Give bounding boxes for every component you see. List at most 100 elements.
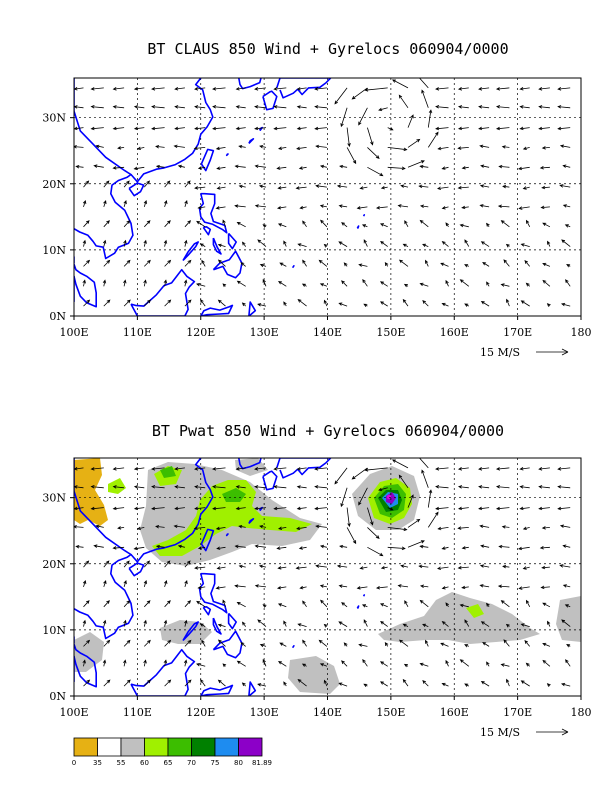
panel2-title: BT Pwat 850 Wind + Gyrelocs 060904/0000 [152,422,504,440]
wind-vector [238,525,246,529]
wind-vector [315,524,327,529]
wind-vector [259,643,267,648]
wind-vector [201,259,206,267]
wind-vector [387,127,394,131]
wind-vector [296,87,307,91]
wind-vector [262,604,267,608]
wind-vector [174,485,185,489]
x-tick-label: 140E [313,326,342,339]
wind-vector [561,619,571,627]
wind-vector [498,544,510,549]
y-tick-label: 0N [49,690,66,703]
wind-vector [503,639,510,647]
wind-vector [559,184,571,188]
wind-vector [215,206,226,210]
wind-vector [520,300,530,307]
wind-vector [235,105,246,109]
wind-vector [495,87,510,91]
wind-vector [441,586,449,590]
wind-vector [519,126,530,131]
wind-vector [83,180,90,188]
wind-vector [520,680,530,687]
coastline-segment [356,225,360,229]
wind-vector [123,259,131,267]
wind-vector [457,566,469,570]
wind-vector [301,663,307,667]
wind-vector [273,105,287,109]
wind-vector [445,602,449,608]
wind-vector [217,639,226,647]
shade-lightgreen-1 [152,480,312,556]
wind-vector [199,243,206,247]
wind-vector [257,239,267,247]
wind-vector [441,166,449,170]
wind-vector [183,659,188,667]
wind-vector [320,599,328,608]
wind-vector [387,147,408,152]
wind-vector [217,243,226,248]
wind-vector [319,283,328,287]
coastline-segment [276,78,332,99]
wind-vector [459,223,469,228]
wind-vector [519,87,530,91]
wind-vector [164,600,171,608]
wind-vector [397,204,409,208]
wind-vector [254,87,267,91]
wind-vector [90,467,104,471]
wind-vector [341,222,348,228]
wind-vector [457,87,469,91]
wind-vector [103,580,107,588]
wind-vector [341,660,348,667]
wind-vector [402,243,409,248]
coastline-segment [362,214,366,217]
wind-vector [356,586,368,590]
wind-vector [422,679,429,687]
wind-vector [500,600,510,608]
colorbar-tick-label: 55 [117,759,126,767]
wind-vector [505,623,510,628]
wind-vector [103,560,110,568]
wind-vector [90,506,104,511]
wind-vector [74,525,84,529]
wind-vector [407,138,421,148]
wind-vector [184,560,191,568]
wind-vector [407,160,425,168]
wind-vector [123,200,127,208]
wind-vector [435,87,449,91]
wind-vector [143,180,150,188]
wind-vector [457,526,469,530]
coastline-segment [248,681,257,696]
wind-vector [200,299,206,307]
wind-vector [93,544,104,548]
wind-vector [241,682,246,687]
wind-vector [378,487,388,492]
panel2-reference-label: 15 M/S [480,726,520,739]
wind-vector [403,283,409,288]
colorbar-swatch [73,737,98,757]
wind-vector [123,239,127,247]
wind-vector [174,87,185,91]
wind-vector [314,485,327,489]
wind-vector [445,659,449,667]
wind-vector [136,146,145,150]
wind-vector [296,126,307,131]
wind-vector [234,164,246,169]
wind-vector [123,279,127,287]
coastline-segment [248,138,255,144]
wind-vector [297,623,307,627]
coastline-segment [248,518,255,525]
wind-vector [222,599,226,607]
coastline-segment [130,648,196,696]
wind-vector [144,679,151,687]
coastline-segment [198,192,228,234]
wind-vector [277,566,287,570]
wind-vector [361,604,368,608]
wind-vector [495,126,510,131]
wind-vector [296,485,307,489]
x-tick-label: 130E [250,326,279,339]
wind-vector [133,506,145,511]
wind-vector [525,219,531,227]
wind-vector [441,620,449,627]
wind-vector [486,661,490,667]
wind-vector [83,679,91,687]
